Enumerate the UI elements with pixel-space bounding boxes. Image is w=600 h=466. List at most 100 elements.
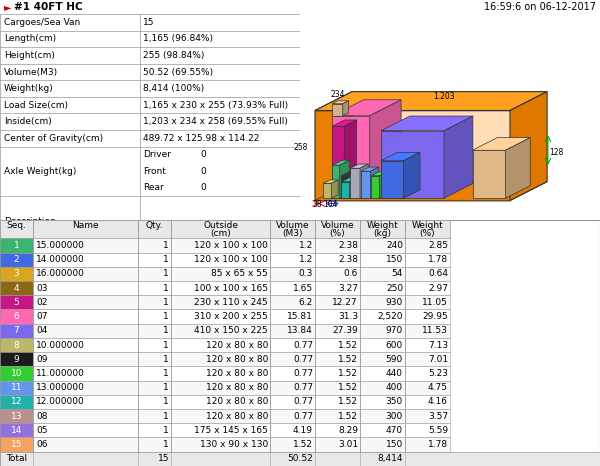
Bar — [0, 220, 33, 239]
Text: 1: 1 — [163, 440, 169, 449]
Text: 1.78: 1.78 — [428, 255, 448, 264]
Polygon shape — [332, 104, 343, 116]
Bar — [171, 309, 270, 324]
Bar — [360, 366, 405, 381]
Text: 03: 03 — [36, 284, 47, 293]
Text: 09: 09 — [36, 355, 47, 364]
Text: 14: 14 — [11, 426, 22, 435]
Bar — [33, 423, 138, 438]
Bar — [33, 352, 138, 366]
Bar — [360, 338, 405, 352]
Bar — [33, 281, 138, 295]
Text: 15: 15 — [11, 440, 22, 449]
Text: 1.52: 1.52 — [338, 369, 358, 378]
Bar — [138, 309, 171, 324]
Bar — [33, 366, 138, 381]
Polygon shape — [315, 110, 510, 200]
Polygon shape — [444, 116, 473, 198]
Polygon shape — [404, 152, 420, 198]
Bar — [0, 253, 33, 267]
Text: 12: 12 — [11, 397, 22, 406]
Bar — [405, 409, 450, 423]
Text: Driver: Driver — [143, 151, 171, 159]
Text: Seq.: Seq. — [7, 221, 26, 230]
Text: 350: 350 — [386, 397, 403, 406]
Bar — [33, 381, 138, 395]
Text: 13: 13 — [11, 411, 22, 421]
Text: 38: 38 — [313, 200, 322, 209]
Text: 1: 1 — [163, 383, 169, 392]
Text: 15: 15 — [157, 454, 169, 463]
Bar — [171, 295, 270, 309]
Text: 120 x 80 x 80: 120 x 80 x 80 — [206, 355, 268, 364]
Polygon shape — [371, 172, 387, 176]
Bar — [0, 395, 33, 409]
Text: 590: 590 — [386, 355, 403, 364]
Bar — [138, 438, 171, 452]
Bar — [0, 338, 33, 352]
Text: 1.2: 1.2 — [299, 255, 313, 264]
Text: 13.000000: 13.000000 — [36, 383, 85, 392]
Polygon shape — [323, 180, 338, 183]
Text: 02: 02 — [36, 298, 47, 307]
Bar — [0, 452, 600, 466]
Bar — [0, 381, 33, 395]
Bar — [138, 409, 171, 423]
Text: 1,165 (96.84%): 1,165 (96.84%) — [143, 34, 213, 43]
Polygon shape — [350, 168, 360, 198]
Text: 31.3: 31.3 — [338, 312, 358, 321]
Text: 29.95: 29.95 — [422, 312, 448, 321]
Text: (M3): (M3) — [282, 229, 303, 238]
Bar — [270, 324, 315, 338]
Bar — [360, 352, 405, 366]
Text: 100 x 100 x 165: 100 x 100 x 165 — [194, 284, 268, 293]
Text: 130 x 90 x 130: 130 x 90 x 130 — [200, 440, 268, 449]
Text: 258: 258 — [293, 143, 308, 152]
Text: 1: 1 — [163, 312, 169, 321]
Bar — [405, 366, 450, 381]
Bar — [171, 253, 270, 267]
Bar — [405, 438, 450, 452]
Polygon shape — [381, 131, 444, 198]
Text: Rear: Rear — [143, 184, 164, 192]
Bar — [315, 220, 360, 239]
Text: 1.52: 1.52 — [338, 355, 358, 364]
Polygon shape — [473, 150, 505, 198]
Bar — [270, 281, 315, 295]
Text: 1: 1 — [163, 255, 169, 264]
Polygon shape — [381, 161, 404, 198]
Bar — [270, 239, 315, 253]
Text: 4.19: 4.19 — [293, 426, 313, 435]
Bar — [33, 338, 138, 352]
Bar — [0, 239, 33, 253]
Polygon shape — [315, 92, 352, 200]
Bar — [171, 381, 270, 395]
Text: 7.01: 7.01 — [428, 355, 448, 364]
Text: 5.23: 5.23 — [428, 369, 448, 378]
Bar — [270, 409, 315, 423]
Bar — [315, 309, 360, 324]
Text: 3.57: 3.57 — [428, 411, 448, 421]
Text: (%): (%) — [329, 229, 346, 238]
Bar — [171, 220, 270, 239]
Text: (cm): (cm) — [210, 229, 231, 238]
Text: 440: 440 — [386, 369, 403, 378]
Bar — [0, 267, 33, 281]
Bar — [315, 267, 360, 281]
Bar — [171, 338, 270, 352]
Polygon shape — [332, 116, 370, 198]
Polygon shape — [341, 178, 358, 182]
Text: 7: 7 — [14, 326, 19, 336]
Text: 8,414 (100%): 8,414 (100%) — [143, 84, 204, 93]
Bar — [315, 338, 360, 352]
Bar — [360, 239, 405, 253]
Text: 1.52: 1.52 — [338, 411, 358, 421]
Bar — [270, 253, 315, 267]
Text: 13.84: 13.84 — [287, 326, 313, 336]
Text: Total: Total — [6, 454, 27, 463]
Text: 1.2: 1.2 — [299, 241, 313, 250]
Bar — [0, 409, 33, 423]
Bar — [138, 239, 171, 253]
Text: 0: 0 — [200, 167, 206, 176]
Bar — [270, 395, 315, 409]
